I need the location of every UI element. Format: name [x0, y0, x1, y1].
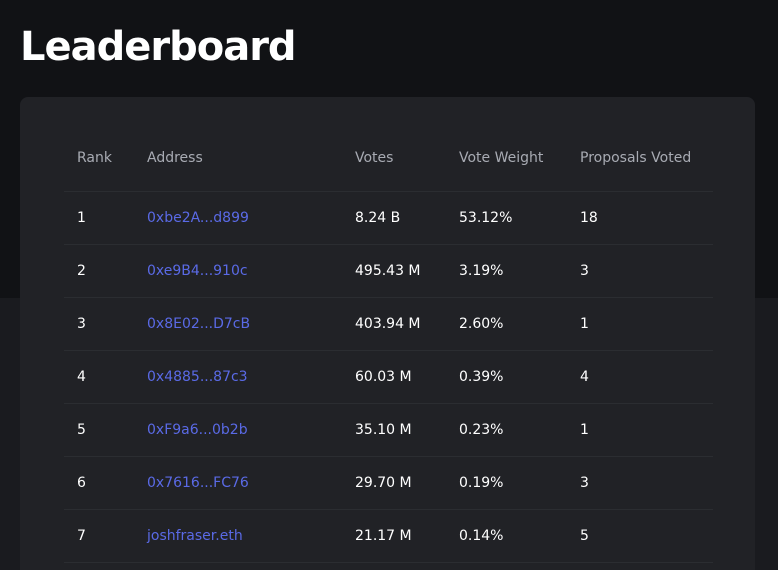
- votes-cell: 35.10 M: [342, 403, 446, 457]
- votes-cell: 29.70 M: [342, 456, 446, 510]
- table-row: 1 0xbe2A...d899 8.24 B 53.12% 18: [64, 191, 713, 245]
- address-link[interactable]: 0x4885...87c3: [147, 369, 248, 385]
- address-cell: 0x7616...FC76: [134, 456, 342, 510]
- table-row: 2 0xe9B4...910c 495.43 M 3.19% 3: [64, 244, 713, 298]
- table-row: 7 joshfraser.eth 21.17 M 0.14% 5: [64, 509, 713, 563]
- vote-weight-cell: 3.19%: [446, 244, 567, 298]
- leaderboard-card: Rank Address Votes Vote Weight Proposals…: [20, 97, 755, 570]
- address-link[interactable]: 0xF9a6...0b2b: [147, 422, 248, 438]
- table-row: 6 0x7616...FC76 29.70 M 0.19% 3: [64, 456, 713, 510]
- proposals-voted-cell: 5: [567, 509, 713, 563]
- column-header-rank: Rank: [64, 125, 134, 192]
- address-cell: 0xe9B4...910c: [134, 244, 342, 298]
- proposals-voted-cell: 4: [567, 350, 713, 404]
- rank-cell: 5: [64, 403, 134, 457]
- page-title: Leaderboard: [20, 24, 297, 70]
- vote-weight-cell: 0.19%: [446, 456, 567, 510]
- rank-cell: 2: [64, 244, 134, 298]
- proposals-voted-cell: 3: [567, 456, 713, 510]
- vote-weight-cell: 53.12%: [446, 191, 567, 245]
- proposals-voted-cell: 1: [567, 297, 713, 351]
- leaderboard-table: Rank Address Votes Vote Weight Proposals…: [64, 125, 713, 563]
- address-link[interactable]: joshfraser.eth: [147, 528, 243, 544]
- column-header-proposals-voted: Proposals Voted: [567, 125, 713, 192]
- rank-cell: 6: [64, 456, 134, 510]
- table-row: 5 0xF9a6...0b2b 35.10 M 0.23% 1: [64, 403, 713, 457]
- vote-weight-cell: 0.14%: [446, 509, 567, 563]
- proposals-voted-cell: 3: [567, 244, 713, 298]
- proposals-voted-cell: 1: [567, 403, 713, 457]
- proposals-voted-cell: 18: [567, 191, 713, 245]
- address-link[interactable]: 0xbe2A...d899: [147, 210, 249, 226]
- column-header-vote-weight: Vote Weight: [446, 125, 567, 192]
- rank-cell: 1: [64, 191, 134, 245]
- votes-cell: 495.43 M: [342, 244, 446, 298]
- address-link[interactable]: 0x8E02...D7cB: [147, 316, 251, 332]
- address-cell: 0x4885...87c3: [134, 350, 342, 404]
- rank-cell: 4: [64, 350, 134, 404]
- column-header-votes: Votes: [342, 125, 446, 192]
- table-row: 3 0x8E02...D7cB 403.94 M 2.60% 1: [64, 297, 713, 351]
- address-cell: 0x8E02...D7cB: [134, 297, 342, 351]
- vote-weight-cell: 2.60%: [446, 297, 567, 351]
- votes-cell: 8.24 B: [342, 191, 446, 245]
- address-cell: 0xbe2A...d899: [134, 191, 342, 245]
- votes-cell: 21.17 M: [342, 509, 446, 563]
- rank-cell: 3: [64, 297, 134, 351]
- address-cell: joshfraser.eth: [134, 509, 342, 563]
- votes-cell: 60.03 M: [342, 350, 446, 404]
- rank-cell: 7: [64, 509, 134, 563]
- table-header-row: Rank Address Votes Vote Weight Proposals…: [64, 125, 713, 192]
- column-header-address: Address: [134, 125, 342, 192]
- address-link[interactable]: 0xe9B4...910c: [147, 263, 248, 279]
- votes-cell: 403.94 M: [342, 297, 446, 351]
- table-row: 4 0x4885...87c3 60.03 M 0.39% 4: [64, 350, 713, 404]
- address-cell: 0xF9a6...0b2b: [134, 403, 342, 457]
- address-link[interactable]: 0x7616...FC76: [147, 475, 249, 491]
- vote-weight-cell: 0.39%: [446, 350, 567, 404]
- vote-weight-cell: 0.23%: [446, 403, 567, 457]
